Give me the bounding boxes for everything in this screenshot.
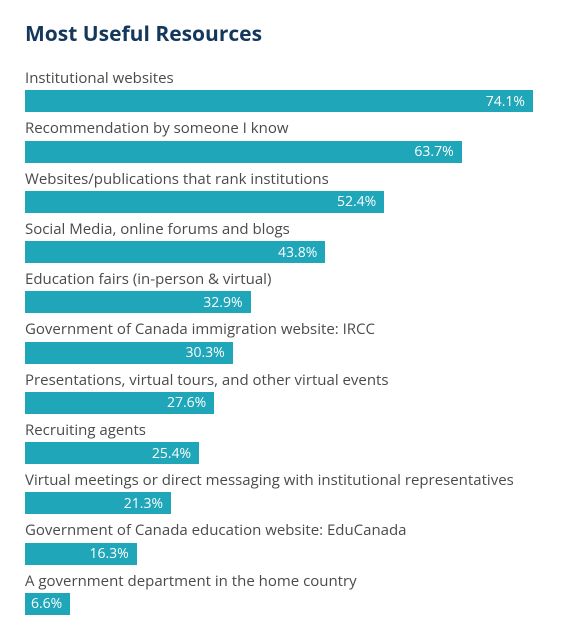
bar-row: Institutional websites 74.1%	[25, 68, 536, 112]
bar-label: Virtual meetings or direct messaging wit…	[25, 470, 536, 490]
bar-fill: 27.6%	[25, 392, 214, 414]
bar-fill: 30.3%	[25, 342, 233, 364]
bar-track: 74.1%	[25, 90, 536, 112]
bar-row: Websites/publications that rank institut…	[25, 169, 536, 213]
bar-label: Presentations, virtual tours, and other …	[25, 370, 536, 390]
bar-fill: 21.3%	[25, 492, 171, 514]
bar-row: Government of Canada immigration website…	[25, 319, 536, 363]
chart-title: Most Useful Resources	[25, 20, 536, 48]
bar-fill: 25.4%	[25, 442, 199, 464]
bar-fill: 6.6%	[25, 593, 70, 615]
bar-value: 63.7%	[414, 142, 453, 161]
bar-fill: 52.4%	[25, 191, 384, 213]
bar-value: 21.3%	[124, 494, 163, 513]
bar-value: 27.6%	[167, 393, 206, 412]
bar-label: Institutional websites	[25, 68, 536, 88]
bar-track: 21.3%	[25, 492, 536, 514]
bar-label: A government department in the home coun…	[25, 571, 536, 591]
bar-value: 16.3%	[89, 544, 128, 563]
bar-row: A government department in the home coun…	[25, 571, 536, 615]
bar-row: Government of Canada education website: …	[25, 520, 536, 564]
bar-label: Government of Canada education website: …	[25, 520, 536, 540]
bar-fill: 43.8%	[25, 241, 325, 263]
bar-track: 27.6%	[25, 392, 536, 414]
bar-row: Presentations, virtual tours, and other …	[25, 370, 536, 414]
bar-fill: 63.7%	[25, 141, 462, 163]
bar-track: 63.7%	[25, 141, 536, 163]
bar-value: 30.3%	[185, 343, 224, 362]
bar-track: 30.3%	[25, 342, 536, 364]
bar-track: 32.9%	[25, 291, 536, 313]
bar-row: Virtual meetings or direct messaging wit…	[25, 470, 536, 514]
bar-track: 6.6%	[25, 593, 536, 615]
bar-value: 52.4%	[337, 192, 376, 211]
bar-row: Education fairs (in-person & virtual) 32.…	[25, 269, 536, 313]
bar-chart: Institutional websites 74.1% Recommendatio…	[25, 68, 536, 615]
bar-label: Education fairs (in-person & virtual)	[25, 269, 536, 289]
bar-value: 74.1%	[486, 92, 525, 111]
bar-value: 43.8%	[278, 243, 317, 262]
bar-fill: 32.9%	[25, 291, 251, 313]
bar-fill: 74.1%	[25, 90, 533, 112]
bar-label: Recommendation by someone I know	[25, 118, 536, 138]
bar-row: Social Media, online forums and blogs 43.…	[25, 219, 536, 263]
bar-value: 25.4%	[152, 444, 191, 463]
bar-track: 52.4%	[25, 191, 536, 213]
bar-label: Social Media, online forums and blogs	[25, 219, 536, 239]
bar-value: 6.6%	[31, 594, 62, 613]
bar-track: 16.3%	[25, 543, 536, 565]
bar-track: 25.4%	[25, 442, 536, 464]
bar-label: Government of Canada immigration website…	[25, 319, 536, 339]
bar-label: Websites/publications that rank institut…	[25, 169, 536, 189]
bar-row: Recommendation by someone I know 63.7%	[25, 118, 536, 162]
bar-fill: 16.3%	[25, 543, 137, 565]
bar-row: Recruiting agents 25.4%	[25, 420, 536, 464]
bar-label: Recruiting agents	[25, 420, 536, 440]
bar-value: 32.9%	[203, 293, 242, 312]
bar-track: 43.8%	[25, 241, 536, 263]
